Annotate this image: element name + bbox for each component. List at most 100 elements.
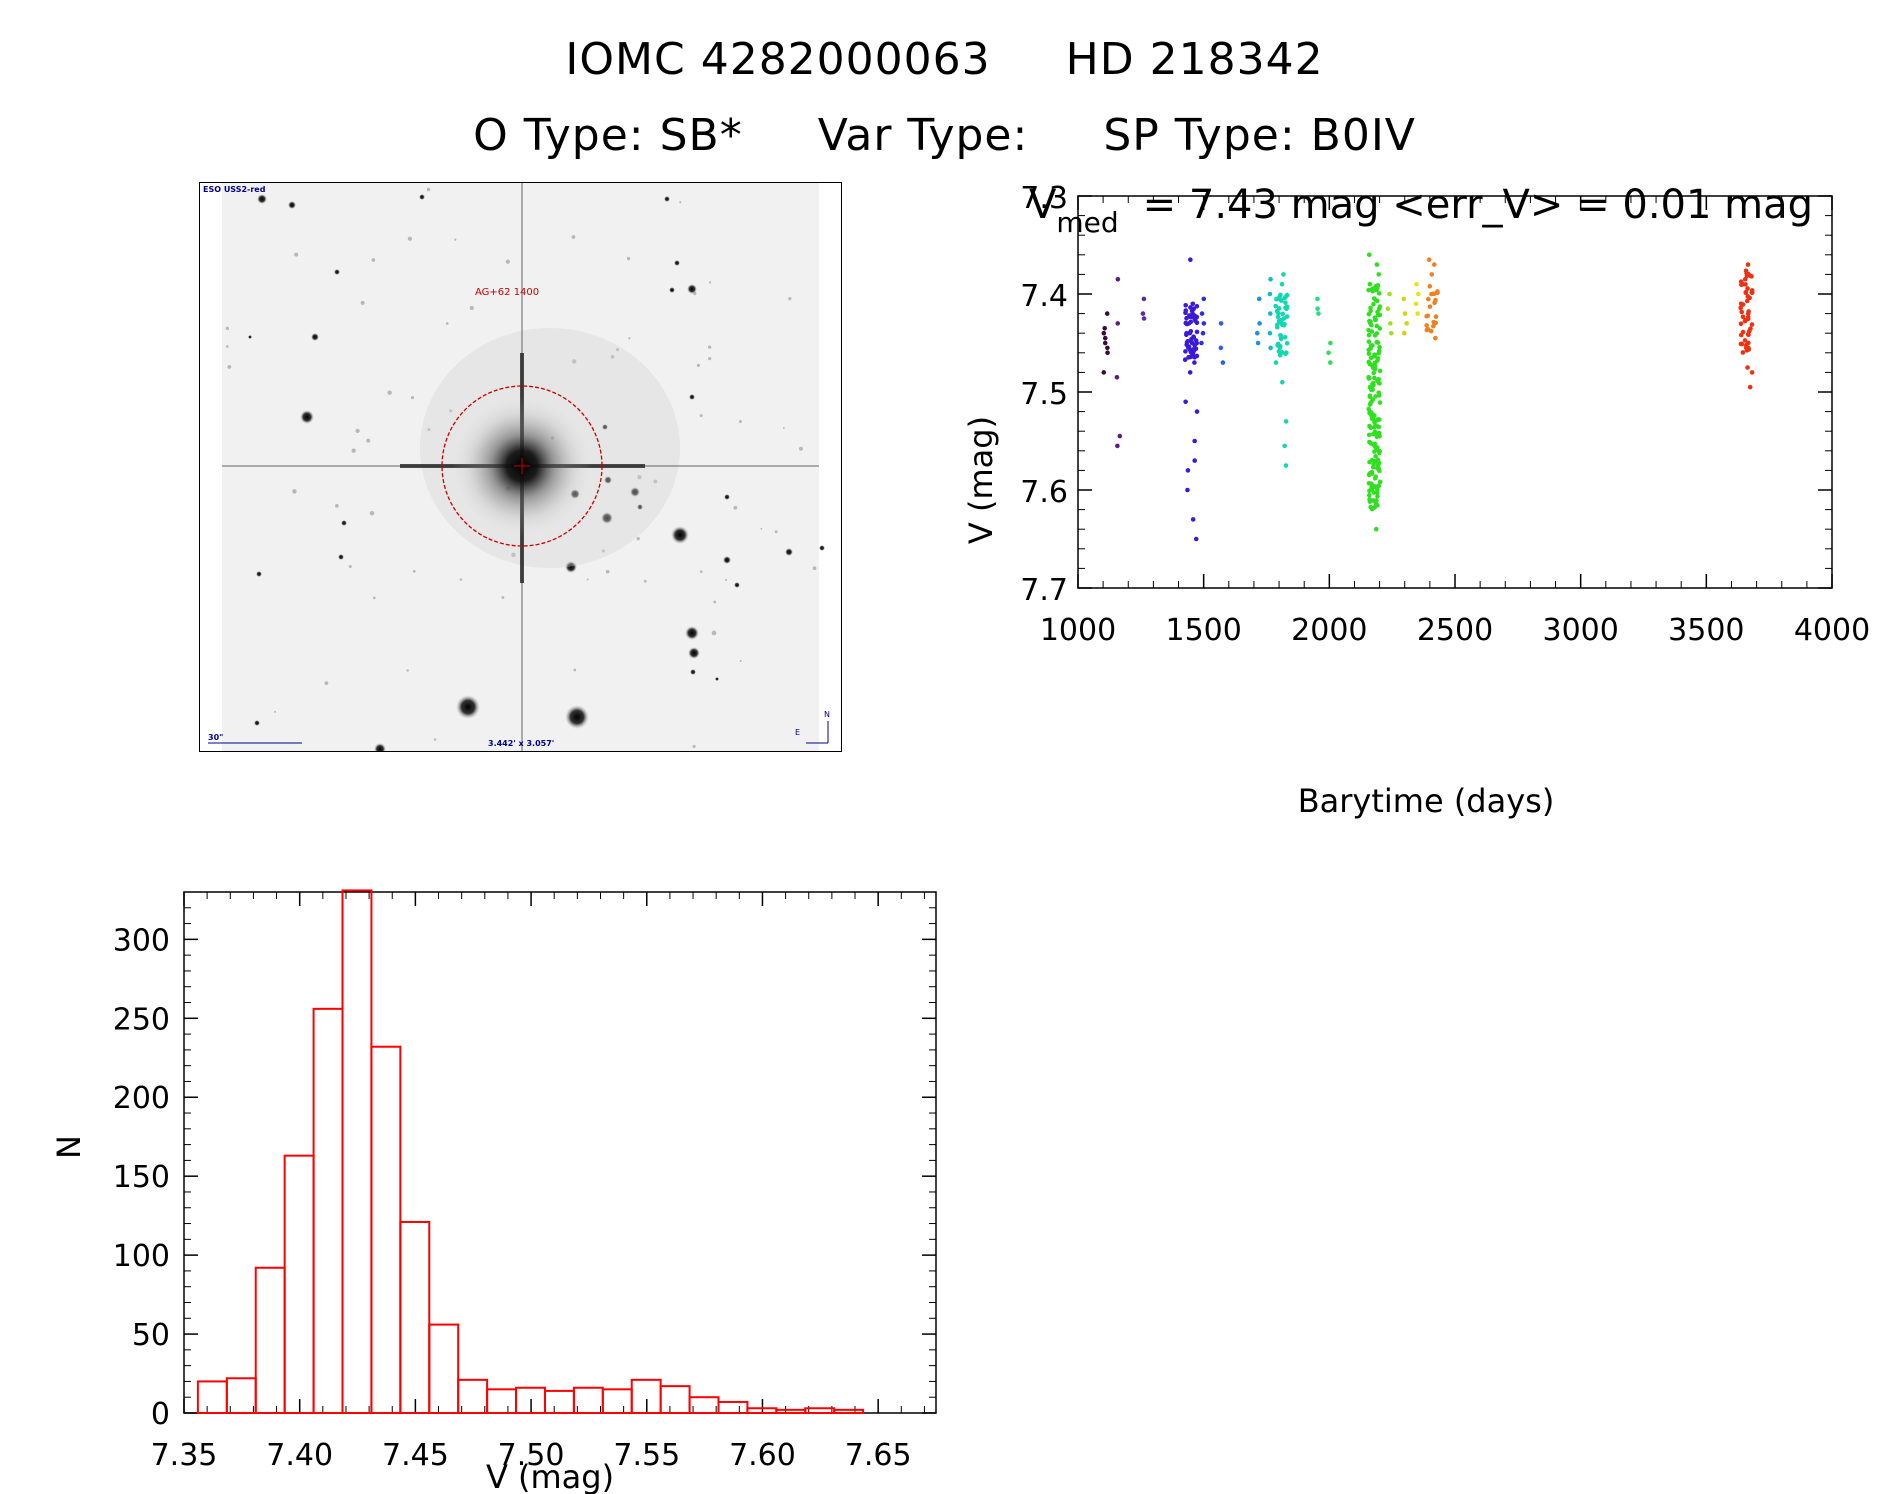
field-star (426, 187, 431, 192)
histogram-ylabel: N (50, 1135, 88, 1159)
field-star (412, 569, 416, 573)
field-star (292, 489, 297, 494)
field-star (605, 569, 610, 574)
data-point (1190, 301, 1196, 307)
data-point (1277, 352, 1283, 358)
data-point (1368, 343, 1374, 348)
field-star (225, 345, 229, 348)
data-point (1182, 357, 1188, 363)
data-point (1105, 345, 1110, 351)
data-point (1431, 319, 1437, 325)
histogram-bar (370, 1045, 402, 1414)
field-star (699, 414, 703, 418)
field-star (300, 410, 314, 424)
data-point (1366, 432, 1372, 438)
data-point (1745, 294, 1751, 299)
field-star (351, 448, 356, 453)
finder-chart-image: AG+62 1400 ESO USS2-red 30" 3.442' x 3.0… (200, 183, 841, 751)
field-star (571, 359, 577, 364)
field-star (688, 647, 700, 659)
data-point (1366, 359, 1372, 365)
field-star (256, 571, 262, 577)
histogram-bar (399, 1220, 431, 1415)
data-point (1268, 345, 1273, 351)
data-point (1371, 370, 1377, 376)
light-curve-chart: Vmed = 7.43 mag <err_V> = 0.01 mag 1000 15… (962, 181, 1870, 820)
field-star (687, 284, 697, 294)
data-point (1374, 262, 1380, 267)
field-star (501, 596, 505, 599)
data-point (1284, 341, 1290, 346)
data-point (1744, 298, 1750, 304)
data-point (1433, 314, 1439, 320)
histogram-bar (775, 1408, 807, 1414)
data-point (1742, 276, 1748, 282)
data-point (1366, 374, 1372, 380)
data-point (1193, 338, 1199, 343)
field-star (690, 669, 696, 675)
data-point (1738, 279, 1744, 284)
data-point (1372, 375, 1377, 381)
data-point (1115, 321, 1121, 326)
data-point (1415, 291, 1421, 297)
field-star (628, 337, 631, 340)
data-point (1433, 335, 1438, 341)
histogram-bars (196, 889, 865, 1415)
field-star (456, 695, 480, 719)
data-point (1315, 306, 1320, 311)
field-star (785, 548, 793, 556)
data-point (1105, 350, 1110, 356)
field-star (348, 564, 352, 568)
data-point (1740, 314, 1746, 320)
field-star (374, 743, 386, 751)
target-circle (441, 385, 603, 547)
field-stars (225, 187, 825, 751)
y-tick-label: 7.4 (1020, 279, 1068, 314)
data-point (1374, 490, 1380, 495)
data-point (1141, 296, 1147, 302)
field-star (653, 479, 658, 484)
data-point (1373, 423, 1378, 428)
data-point (1435, 289, 1440, 294)
data-point (1370, 286, 1375, 292)
field-star (338, 554, 344, 560)
field-star (799, 446, 803, 451)
data-point (1367, 497, 1372, 502)
light-curve-axes: 1000 1500 2000 2500 3000 3500 4000 7.3 7.4 7.5 7.6… (1020, 181, 1870, 648)
data-point (1185, 487, 1190, 493)
data-point (1190, 517, 1196, 522)
data-point (1387, 291, 1392, 297)
data-point (1188, 338, 1194, 343)
data-point (1183, 349, 1188, 354)
fov-label: 3.442' x 3.057' (488, 739, 554, 748)
histogram-bar (254, 1266, 286, 1415)
data-point (1199, 340, 1204, 346)
data-point (1745, 365, 1750, 370)
data-point (1192, 347, 1197, 353)
data-point (1185, 468, 1191, 473)
data-point (1742, 338, 1748, 343)
data-point (1218, 345, 1224, 351)
data-point (1376, 272, 1382, 277)
light-curve-xlabel: Barytime (days) (1298, 782, 1555, 820)
field-star (366, 438, 371, 443)
data-point (1371, 296, 1377, 301)
field-star (812, 566, 817, 571)
data-point (1385, 306, 1391, 311)
data-point (1740, 302, 1746, 307)
data-point (1194, 303, 1200, 309)
data-point (1401, 296, 1407, 302)
field-star (406, 669, 409, 672)
data-point (1372, 360, 1378, 366)
field-star (274, 710, 277, 713)
data-point (1374, 447, 1380, 453)
field-star (708, 281, 712, 284)
data-point (1316, 311, 1321, 316)
data-point (1284, 314, 1290, 319)
data-point (1327, 360, 1333, 365)
data-point (1273, 360, 1279, 365)
histogram-bar (341, 889, 373, 1415)
data-point (1140, 311, 1146, 316)
data-point (1370, 464, 1376, 470)
field-star (604, 476, 612, 484)
